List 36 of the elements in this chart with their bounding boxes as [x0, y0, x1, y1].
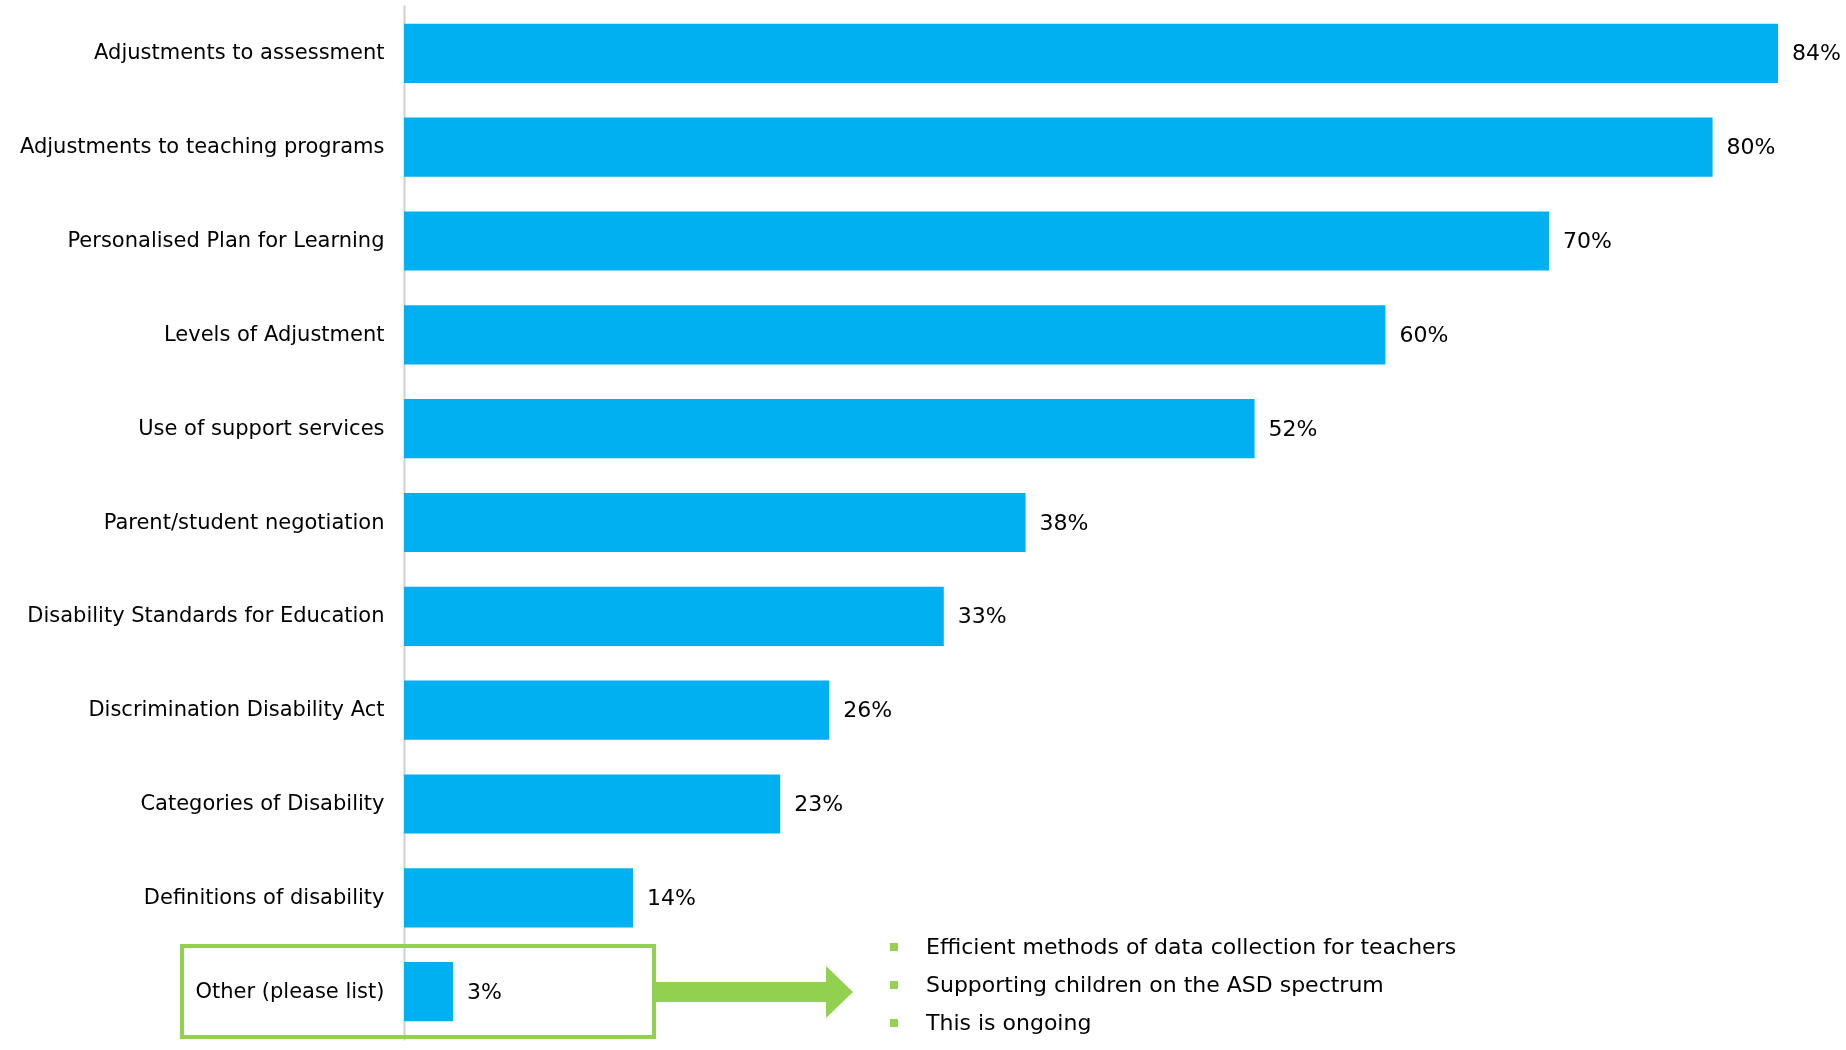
annotation: Supporting children on the ASD spectrum: [926, 971, 1384, 999]
bar: [404, 23, 1778, 83]
annotation: Efficient methods of data collection for teachers: [926, 933, 1457, 961]
bar: [404, 962, 454, 1022]
data-label: 38%: [1039, 509, 1089, 535]
data-label: 23%: [794, 791, 844, 817]
data-label: 26%: [843, 697, 893, 723]
y-tick-label: Discrimination Disability Act: [88, 697, 385, 722]
bar: [404, 117, 1713, 177]
data-label: 60%: [1399, 321, 1449, 347]
bar: [404, 680, 830, 740]
y-tick-label: Disability Standards for Education: [27, 603, 385, 628]
annotation: This is ongoing: [926, 1009, 1092, 1037]
data-label: 3%: [467, 978, 502, 1004]
bar: [404, 586, 944, 646]
y-tick-label: Categories of Disability: [140, 791, 385, 816]
y-tick-label: Adjustments to assessment: [94, 40, 385, 65]
data-label: 80%: [1726, 134, 1776, 160]
bar: [404, 305, 1386, 365]
y-tick-label: Parent/student negotiation: [103, 509, 385, 534]
bar: [404, 211, 1549, 271]
y-tick-label: Adjustments to teaching programs: [19, 134, 385, 159]
data-label: 52%: [1268, 415, 1318, 441]
data-label: 33%: [957, 603, 1007, 629]
bar: [404, 399, 1255, 459]
data-label: 70%: [1563, 228, 1612, 253]
y-tick-label: Other (please list): [195, 978, 385, 1003]
bar: [404, 492, 1026, 553]
bar: [404, 774, 781, 834]
bar: [404, 868, 633, 928]
y-tick-label: Use of support services: [138, 415, 385, 440]
y-tick-label: Definitions of disability: [143, 884, 385, 909]
y-tick-label: Personalised Plan for Learning: [67, 228, 385, 252]
data-label: 14%: [647, 884, 696, 910]
y-tick-label: Levels of Adjustment: [163, 321, 385, 346]
data-label: 84%: [1792, 40, 1841, 66]
